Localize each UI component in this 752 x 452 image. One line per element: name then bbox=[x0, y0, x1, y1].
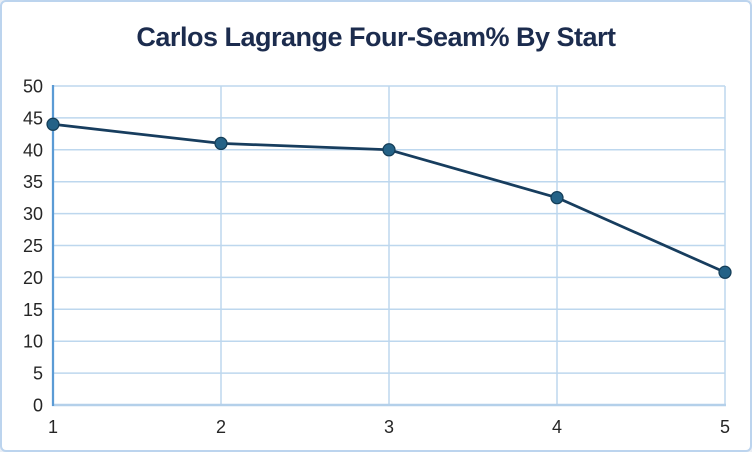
y-tick-label: 0 bbox=[33, 396, 43, 416]
x-tick-label: 3 bbox=[384, 417, 394, 437]
y-tick-label: 35 bbox=[23, 172, 43, 192]
x-tick-labels: 1 2 3 4 5 bbox=[48, 417, 730, 437]
y-tick-label: 20 bbox=[23, 268, 43, 288]
x-tick-label: 4 bbox=[552, 417, 562, 437]
data-point bbox=[718, 265, 732, 279]
y-tick-labels: 0 5 10 15 20 25 30 35 40 45 50 bbox=[23, 77, 43, 416]
data-point bbox=[46, 117, 60, 131]
x-tick-label: 5 bbox=[720, 417, 730, 437]
data-point bbox=[214, 136, 228, 151]
y-tick-label: 45 bbox=[23, 108, 43, 128]
y-tick-label: 50 bbox=[23, 77, 43, 97]
data-point bbox=[382, 143, 396, 157]
y-tick-label: 40 bbox=[23, 140, 43, 160]
x-tick-label: 1 bbox=[48, 417, 58, 437]
data-points bbox=[46, 117, 732, 279]
y-tick-label: 5 bbox=[33, 364, 43, 384]
y-tick-label: 30 bbox=[23, 204, 43, 224]
x-tick-label: 2 bbox=[216, 417, 226, 437]
data-point bbox=[550, 191, 564, 205]
chart-title: Carlos Lagrange Four-Seam% By Start bbox=[136, 22, 616, 52]
y-tick-label: 15 bbox=[23, 300, 43, 320]
y-tick-label: 25 bbox=[23, 236, 43, 256]
y-tick-label: 10 bbox=[23, 332, 43, 352]
